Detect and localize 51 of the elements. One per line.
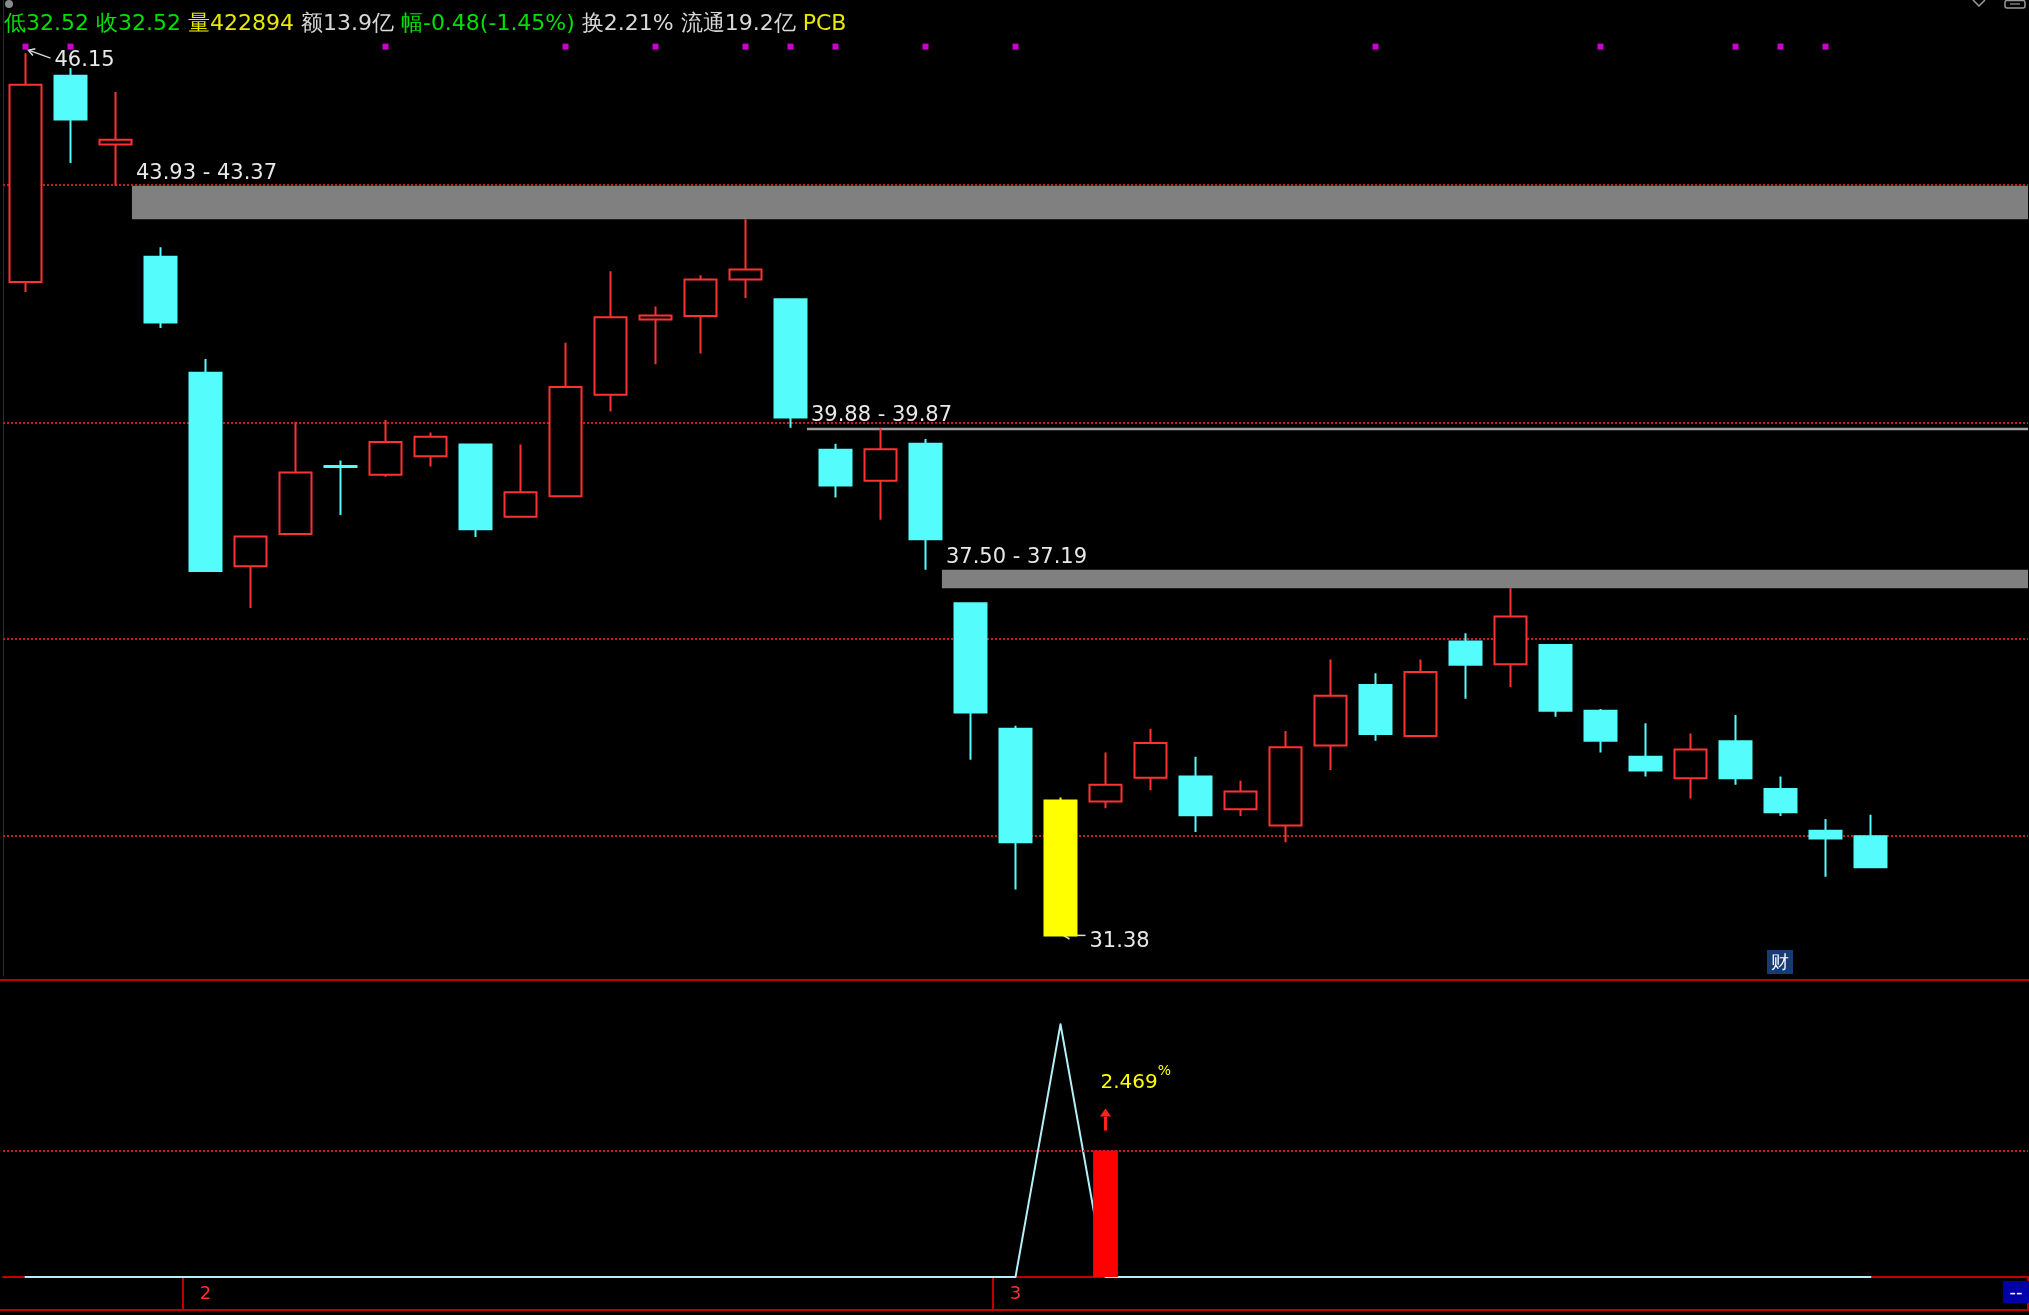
candlestick	[1763, 775, 1798, 817]
candlestick	[1673, 732, 1708, 800]
candlestick	[143, 246, 178, 329]
candlestick	[458, 443, 493, 538]
candlestick	[998, 724, 1033, 891]
candlestick	[1403, 658, 1438, 737]
band-label: 37.50 - 37.19	[945, 544, 1088, 569]
candlestick	[368, 418, 403, 478]
candlestick	[53, 67, 88, 165]
candlestick	[638, 305, 673, 366]
candlestick	[98, 90, 133, 187]
candlestick	[773, 298, 808, 429]
candlestick	[683, 274, 718, 355]
candlestick	[1133, 727, 1168, 792]
candlestick	[908, 438, 943, 571]
candlestick	[1223, 779, 1258, 817]
candlestick	[863, 427, 898, 521]
annotation: 46.15	[54, 47, 115, 72]
candlestick	[1538, 644, 1573, 718]
candlestick	[1178, 755, 1213, 834]
candlestick	[323, 459, 358, 516]
candlestick	[503, 443, 538, 518]
candlestick	[1313, 658, 1348, 771]
candlestick	[593, 270, 628, 413]
x-tick-label: 3	[1009, 1281, 1022, 1303]
candlestick	[1628, 722, 1663, 778]
candlestick	[233, 535, 268, 610]
candlestick	[413, 431, 448, 468]
band-label: 43.93 - 43.37	[135, 160, 278, 185]
annotation: 2.469%	[1100, 1061, 1172, 1093]
candlestick	[1358, 672, 1393, 742]
candlestick	[818, 442, 853, 499]
candlestick	[1448, 632, 1483, 700]
annotation: 财	[1767, 950, 1793, 974]
candlestick	[728, 218, 763, 300]
candlestick	[1493, 587, 1528, 688]
text: --	[2003, 1281, 2029, 1303]
candlestick	[1088, 751, 1123, 810]
text: 低32.52 收32.52 量422894 额13.9亿 幅-0.48(-1.45%) 换2.21% 流通19.2亿 PCB	[4, 10, 847, 35]
band-label: 39.88 - 39.87	[810, 402, 953, 427]
candlestick	[278, 420, 313, 535]
candlestick	[188, 357, 223, 573]
candlestick	[1268, 730, 1303, 844]
candlestick	[1718, 713, 1753, 786]
candlestick	[1583, 708, 1618, 754]
candlestick	[1853, 813, 1888, 869]
x-tick-label: 2	[199, 1281, 212, 1303]
annotation: 31.38	[1089, 928, 1150, 953]
candlestick	[548, 341, 583, 498]
candlestick	[1808, 817, 1843, 878]
candlestick	[953, 602, 988, 761]
